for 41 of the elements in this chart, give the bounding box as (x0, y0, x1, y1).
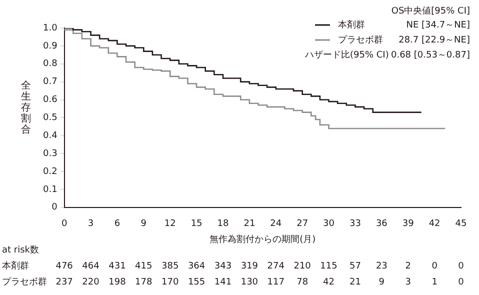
x-tick-label: 18 (217, 219, 229, 230)
text: 本剤群 (2, 261, 29, 272)
x-tick-label: 0 (61, 219, 68, 230)
x-tick-label: 21 (244, 219, 256, 230)
x-tick-label: 24 (270, 219, 282, 230)
x-tick-label: 45 (455, 219, 467, 230)
legend-label: プラセボ群 (338, 34, 383, 46)
legend-label: 本剤群 (338, 19, 365, 30)
x-tick-label: 33 (349, 219, 361, 230)
annotation: 0.68 [0.53～0.87] (390, 50, 470, 60)
x-tick-label: 15 (190, 219, 202, 230)
annotation: ハザード比(95% CI) (304, 49, 389, 60)
text: at risk数 (2, 244, 40, 256)
x-tick-label: 9 (140, 219, 147, 230)
y-tick-label: 0.7 (42, 77, 58, 88)
y-axis-title: 全生存割合 (21, 79, 31, 136)
y-tick-label: 0.3 (42, 148, 58, 159)
annotation: 28.7 [22.9～NE] (398, 35, 470, 46)
y-tick-label: 0.4 (42, 130, 58, 141)
x-tick-label: 39 (402, 219, 414, 230)
y-tick-label: 0.6 (42, 95, 58, 106)
text: 476 464 431 415 385 364 343 319 274 210 115 57 23 2 0 0 (56, 261, 464, 272)
x-tick-label: 36 (376, 219, 388, 230)
y-tick-label: 0 (52, 202, 58, 213)
y-tick-label: 0.2 (42, 166, 58, 177)
x-tick-label: 27 (296, 219, 308, 230)
x-tick-label: 6 (114, 219, 120, 230)
x-tick-label: 12 (164, 219, 176, 230)
y-tick-label: 0.1 (42, 184, 58, 195)
y-tick-label: 0.5 (42, 113, 58, 124)
text: 237 220 198 178 170 155 141 130 117 78 42 21 9 3 1 0 (56, 277, 464, 288)
y-tick-label: 0.9 (42, 41, 58, 52)
text: OS中央値[95% CI] (391, 5, 470, 16)
text: プラセボ群 (2, 277, 47, 288)
x-tick-label: 30 (323, 219, 335, 230)
x-tick-label: 42 (428, 219, 440, 230)
x-axis-title: 無作為割付からの期間(月) (210, 234, 316, 245)
y-tick-label: 0.8 (42, 59, 58, 70)
y-tick-label: 1.0 (42, 23, 58, 34)
x-tick-label: 3 (88, 219, 94, 230)
annotation: NE [34.7～NE] (406, 20, 470, 30)
